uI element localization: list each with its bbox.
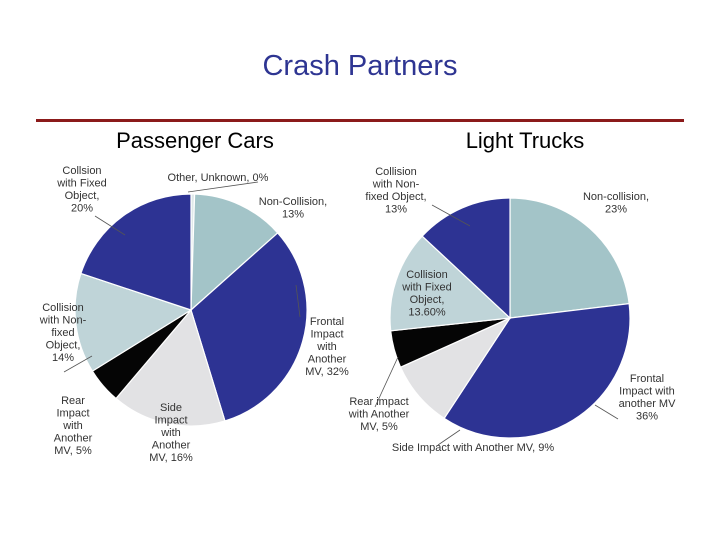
leader-line-6	[437, 429, 461, 446]
passenger-cars-chart-title: Passenger Cars	[116, 128, 274, 153]
cars-label-other: Other, Unknown, 0%	[168, 172, 269, 184]
trucks-slice-collision-with-fixed-object-13-60	[389, 235, 512, 332]
leader-line-3	[295, 284, 301, 318]
trucks-label-rear: Rear impact with Another MV, 5%	[348, 396, 410, 433]
leader-line-1	[63, 355, 93, 373]
cars-slice-collsion-with-fixed-object-20	[80, 193, 192, 311]
leader-line-7	[594, 404, 619, 420]
leader-line-5	[374, 356, 399, 408]
trucks-slice-collision-with-non-fixed-object-13	[421, 197, 511, 320]
light-trucks-chart-title: Light Trucks	[465, 128, 585, 153]
trucks-label-noncollision: Non-collision, 23%	[583, 191, 649, 216]
trucks-label-frontal: Frontal Impact with another MV 36%	[619, 373, 677, 423]
trucks-label-fixed: Collision with Fixed Object, 13.60%	[401, 269, 452, 319]
trucks-slice-non-collision-23	[509, 197, 630, 319]
cars-label-side: Side Impact with Another MV, 16%	[149, 402, 193, 464]
cars-label-rear: Rear Impact with Another MV, 5%	[54, 395, 93, 457]
leader-line-2	[187, 181, 259, 193]
leader-line-4	[431, 204, 471, 227]
trucks-label-side: Side Impact with Another MV, 9%	[392, 442, 554, 454]
trucks-label-nonfixed: Collision with Non-fixed Object, 13%	[365, 166, 426, 216]
leader-line-0	[94, 215, 126, 236]
cars-slice-collision-with-non-fixed-object-14	[74, 272, 193, 372]
title-divider	[36, 119, 684, 122]
cars-label-fixed: Collsion with Fixed Object, 20%	[56, 165, 107, 215]
cars-label-noncollision: Non-Collision, 13%	[259, 196, 327, 221]
cars-slice-side-impact-with-another-mv-16	[115, 308, 226, 427]
cars-label-frontal: Frontal Impact with Another MV, 32%	[305, 316, 349, 378]
trucks-slice-frontal-impact-with-another-mv-36	[443, 302, 631, 439]
cars-slice-frontal-impact-with-another-mv-32	[190, 232, 308, 422]
slide-title: Crash Partners	[262, 50, 458, 82]
cars-slice-non-collision-13	[190, 193, 279, 312]
cars-label-nonfixed: Collision with Non-fixed Object, 14%	[39, 302, 87, 364]
